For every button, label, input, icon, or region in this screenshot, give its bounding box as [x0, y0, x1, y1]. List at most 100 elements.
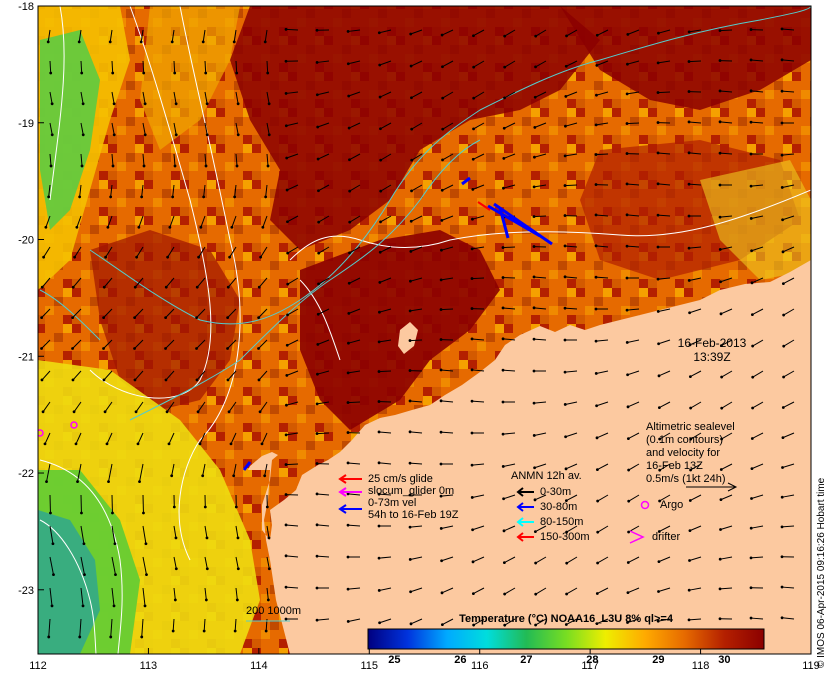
velocity-vector [266, 91, 270, 104]
velocity-vector [136, 246, 144, 258]
velocity-vector-head [750, 497, 753, 500]
velocity-vector [173, 91, 177, 104]
velocity-vector [689, 556, 702, 561]
velocity-vector-head [410, 127, 414, 131]
velocity-vector [142, 525, 147, 544]
velocity-vector-head [780, 525, 784, 529]
velocity-vector-head [316, 372, 319, 376]
velocity-vector [173, 122, 177, 135]
velocity-vector [317, 122, 330, 128]
velocity-vector-head [408, 558, 412, 561]
velocity-vector-head [440, 33, 444, 37]
glider-legend-label: 25 cm/s glide [368, 473, 433, 485]
velocity-vector-head [71, 316, 75, 319]
velocity-vector [349, 246, 361, 254]
velocity-vector-head [719, 344, 723, 347]
velocity-vector-head [267, 536, 271, 540]
sea-level-contours [39, 6, 811, 654]
velocity-vector-head [501, 465, 505, 468]
velocity-vector-head [112, 604, 116, 608]
velocity-vector-head [532, 245, 536, 248]
velocity-vector [752, 432, 764, 439]
velocity-vector-head [470, 307, 474, 310]
velocity-vector-head [204, 598, 208, 602]
velocity-vector [286, 524, 299, 527]
colorbar-gradient [367, 628, 765, 650]
velocity-vector [111, 91, 115, 104]
velocity-vector-head [626, 373, 629, 377]
velocity-vector [108, 463, 113, 482]
velocity-vector [659, 494, 671, 502]
argo-circle-icon [640, 500, 650, 510]
velocity-vector-head [71, 285, 75, 289]
velocity-vector-head [501, 306, 505, 310]
velocity-vector [658, 60, 671, 64]
velocity-vector-head [229, 442, 233, 446]
velocity-vector [80, 525, 85, 544]
anmn-arrow [493, 202, 553, 246]
velocity-vector [134, 339, 144, 349]
velocity-vector [196, 370, 206, 381]
velocity-vector [410, 431, 423, 434]
anmn-current-arrows [242, 176, 553, 471]
velocity-vector [442, 184, 454, 191]
velocity-vector [503, 463, 516, 467]
velocity-vector-head [378, 310, 381, 314]
velocity-vector [285, 28, 299, 31]
velocity-vector [442, 122, 454, 130]
velocity-vector [534, 432, 547, 436]
velocity-vector-head [378, 621, 381, 625]
velocity-vector [658, 370, 671, 377]
velocity-vector [411, 91, 423, 99]
velocity-vector-head [751, 406, 754, 410]
velocity-vector [410, 400, 423, 403]
velocity-vector [504, 122, 516, 129]
velocity-vector-head [470, 399, 474, 403]
velocity-vector [106, 432, 113, 445]
velocity-vector-head [284, 59, 288, 63]
velocity-vector-head [317, 251, 321, 255]
anmn-legend-title: ANMN 12h av. [511, 470, 582, 482]
velocity-vector-head [197, 255, 201, 259]
velocity-vector [566, 556, 578, 564]
velocity-vector [139, 463, 144, 482]
velocity-vector [379, 556, 392, 559]
velocity-vector [534, 463, 547, 469]
colorbar-tick-label: 25 [388, 654, 400, 666]
velocity-vector-head [139, 40, 143, 44]
velocity-vector [235, 122, 239, 135]
velocity-vector-head [749, 28, 753, 31]
velocity-vector [45, 215, 51, 228]
velocity-vector-head [687, 90, 691, 93]
velocity-vector-head [233, 629, 237, 633]
velocity-vector-head [286, 220, 289, 224]
velocity-vector-head [347, 281, 351, 285]
velocity-vector-head [563, 154, 567, 158]
velocity-vector-head [625, 308, 629, 312]
velocity-vector-head [257, 347, 260, 350]
velocity-vector-head [379, 158, 383, 162]
blue-arrow-icon [516, 502, 534, 512]
velocity-vector [80, 556, 85, 575]
velocity-vector-head [532, 306, 536, 310]
velocity-vector [262, 215, 268, 228]
velocity-vector [534, 494, 547, 501]
velocity-vector [627, 214, 640, 217]
velocity-vector [78, 29, 82, 42]
velocity-vector-head [501, 337, 505, 341]
velocity-vector [440, 308, 454, 311]
velocity-vector [472, 556, 485, 563]
velocity-vector-head [164, 378, 168, 382]
anmn-arrow [498, 207, 510, 239]
velocity-vector-head [81, 604, 85, 608]
velocity-vector [134, 277, 144, 288]
velocity-vector [204, 60, 207, 74]
velocity-vector-head [687, 246, 691, 250]
velocity-vector [110, 618, 113, 637]
velocity-vector-head [377, 492, 381, 496]
velocity-vector [258, 277, 268, 288]
velocity-vector-head [750, 281, 754, 285]
velocity-vector [719, 152, 733, 155]
colorbar-ticks: 25 26 27 28 29 30 [388, 654, 730, 666]
velocity-vector [80, 587, 84, 606]
